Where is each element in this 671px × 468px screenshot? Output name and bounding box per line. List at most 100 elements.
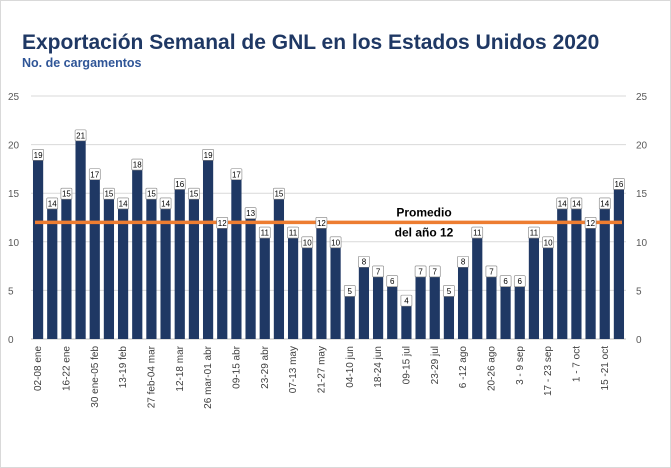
- x-tick-label: 3 - 9 sep: [515, 346, 526, 385]
- data-label-box: [584, 217, 597, 229]
- y-tick-label-left: 20: [8, 141, 20, 152]
- data-label-box: [244, 207, 257, 219]
- x-tick-label: 13-19 feb: [118, 346, 129, 389]
- data-label-box: [499, 275, 512, 287]
- data-label: 14: [119, 199, 128, 208]
- x-tick-label: 15 -21 oct: [600, 346, 611, 391]
- data-label: 15: [274, 190, 283, 199]
- y-tick-label-left: 15: [8, 189, 20, 200]
- data-label: 11: [289, 229, 298, 238]
- data-label-box: [287, 226, 299, 239]
- bar: [302, 241, 313, 339]
- data-label-box: [513, 275, 526, 287]
- data-label-box: [528, 226, 540, 239]
- bar: [75, 134, 86, 339]
- data-label-box: [343, 285, 356, 297]
- bar: [132, 164, 143, 339]
- data-label-box: [315, 217, 328, 229]
- x-tick-label: 23-29 jul: [430, 346, 441, 384]
- chart-title: Exportación Semanal de GNL en los Estado…: [22, 31, 600, 54]
- data-label-box: [542, 236, 554, 249]
- bar: [585, 222, 596, 339]
- data-label-box: [457, 255, 469, 268]
- data-label: 14: [48, 199, 57, 208]
- bar: [32, 154, 44, 339]
- bar: [117, 202, 129, 339]
- bar: [316, 222, 327, 339]
- chart-subtitle: No. de cargamentos: [22, 56, 142, 70]
- x-tick-label: 16-22 ene: [61, 346, 72, 391]
- data-label-box: [556, 197, 569, 210]
- bar: [188, 193, 200, 339]
- data-label-box: [613, 178, 625, 190]
- x-tick-label: 09-15 abr: [231, 345, 242, 388]
- x-tick-label: 18-24 jun: [373, 346, 384, 388]
- data-label-box: [173, 178, 186, 190]
- data-label: 7: [433, 267, 438, 276]
- data-label-box: [570, 197, 583, 210]
- x-tick-label: 09-15 jul: [401, 346, 412, 384]
- data-label: 19: [204, 151, 213, 160]
- bar: [273, 193, 285, 339]
- average-label-line1: Promedio: [396, 205, 451, 219]
- bar: [500, 280, 511, 339]
- data-label: 19: [34, 151, 43, 160]
- x-tick-label: 04-10 jun: [345, 346, 356, 388]
- y-tick-label-left: 0: [8, 335, 14, 346]
- data-label-box: [74, 129, 87, 142]
- data-label: 6: [390, 277, 395, 286]
- data-label-box: [386, 275, 399, 287]
- bar: [372, 270, 384, 339]
- bar: [457, 261, 469, 339]
- bar: [571, 202, 582, 339]
- average-label-line2: del año 12: [395, 225, 454, 239]
- bar: [472, 232, 483, 339]
- data-label: 15: [62, 190, 71, 199]
- data-label-box: [414, 265, 427, 278]
- bar: [61, 193, 72, 339]
- bar: [202, 154, 214, 339]
- x-tick-label: 23-29 abr: [260, 345, 271, 388]
- bar: [557, 202, 568, 339]
- data-label: 6: [503, 277, 508, 286]
- data-label-box: [88, 168, 101, 181]
- bar: [89, 173, 100, 339]
- y-tick-label-left: 5: [8, 286, 14, 297]
- bar: [287, 232, 299, 339]
- data-label-box: [301, 236, 314, 249]
- x-tick-label: 20-26 ago: [486, 346, 497, 391]
- data-label-box: [400, 294, 413, 307]
- data-label: 14: [572, 199, 581, 208]
- y-tick-label-right: 0: [636, 335, 642, 346]
- bar: [103, 193, 115, 339]
- x-tick-label: 6 -12 ago: [458, 346, 469, 389]
- data-label: 8: [461, 258, 466, 267]
- bar: [47, 202, 58, 339]
- data-label-box: [230, 168, 243, 181]
- bar: [443, 290, 455, 339]
- bar: [429, 270, 440, 339]
- data-label: 11: [473, 229, 482, 238]
- data-label: 6: [518, 277, 523, 286]
- bar: [146, 193, 157, 339]
- data-label: 16: [175, 180, 184, 189]
- data-label: 17: [232, 170, 241, 179]
- data-label-box: [598, 197, 611, 210]
- data-label-box: [159, 197, 172, 210]
- data-label: 12: [586, 219, 595, 228]
- data-label-box: [131, 158, 144, 171]
- data-label-box: [60, 187, 73, 200]
- data-label: 5: [447, 287, 452, 296]
- data-label-box: [32, 149, 44, 161]
- y-tick-label-right: 10: [636, 238, 648, 249]
- data-label-box: [145, 187, 158, 200]
- bar: [401, 300, 412, 339]
- y-tick-label-right: 15: [636, 189, 648, 200]
- bar: [259, 232, 270, 339]
- data-label: 18: [133, 161, 142, 170]
- data-label-box: [202, 149, 214, 161]
- data-label: 12: [218, 219, 227, 228]
- data-label: 10: [544, 238, 553, 247]
- x-tick-label: 02-08 ene: [33, 346, 44, 391]
